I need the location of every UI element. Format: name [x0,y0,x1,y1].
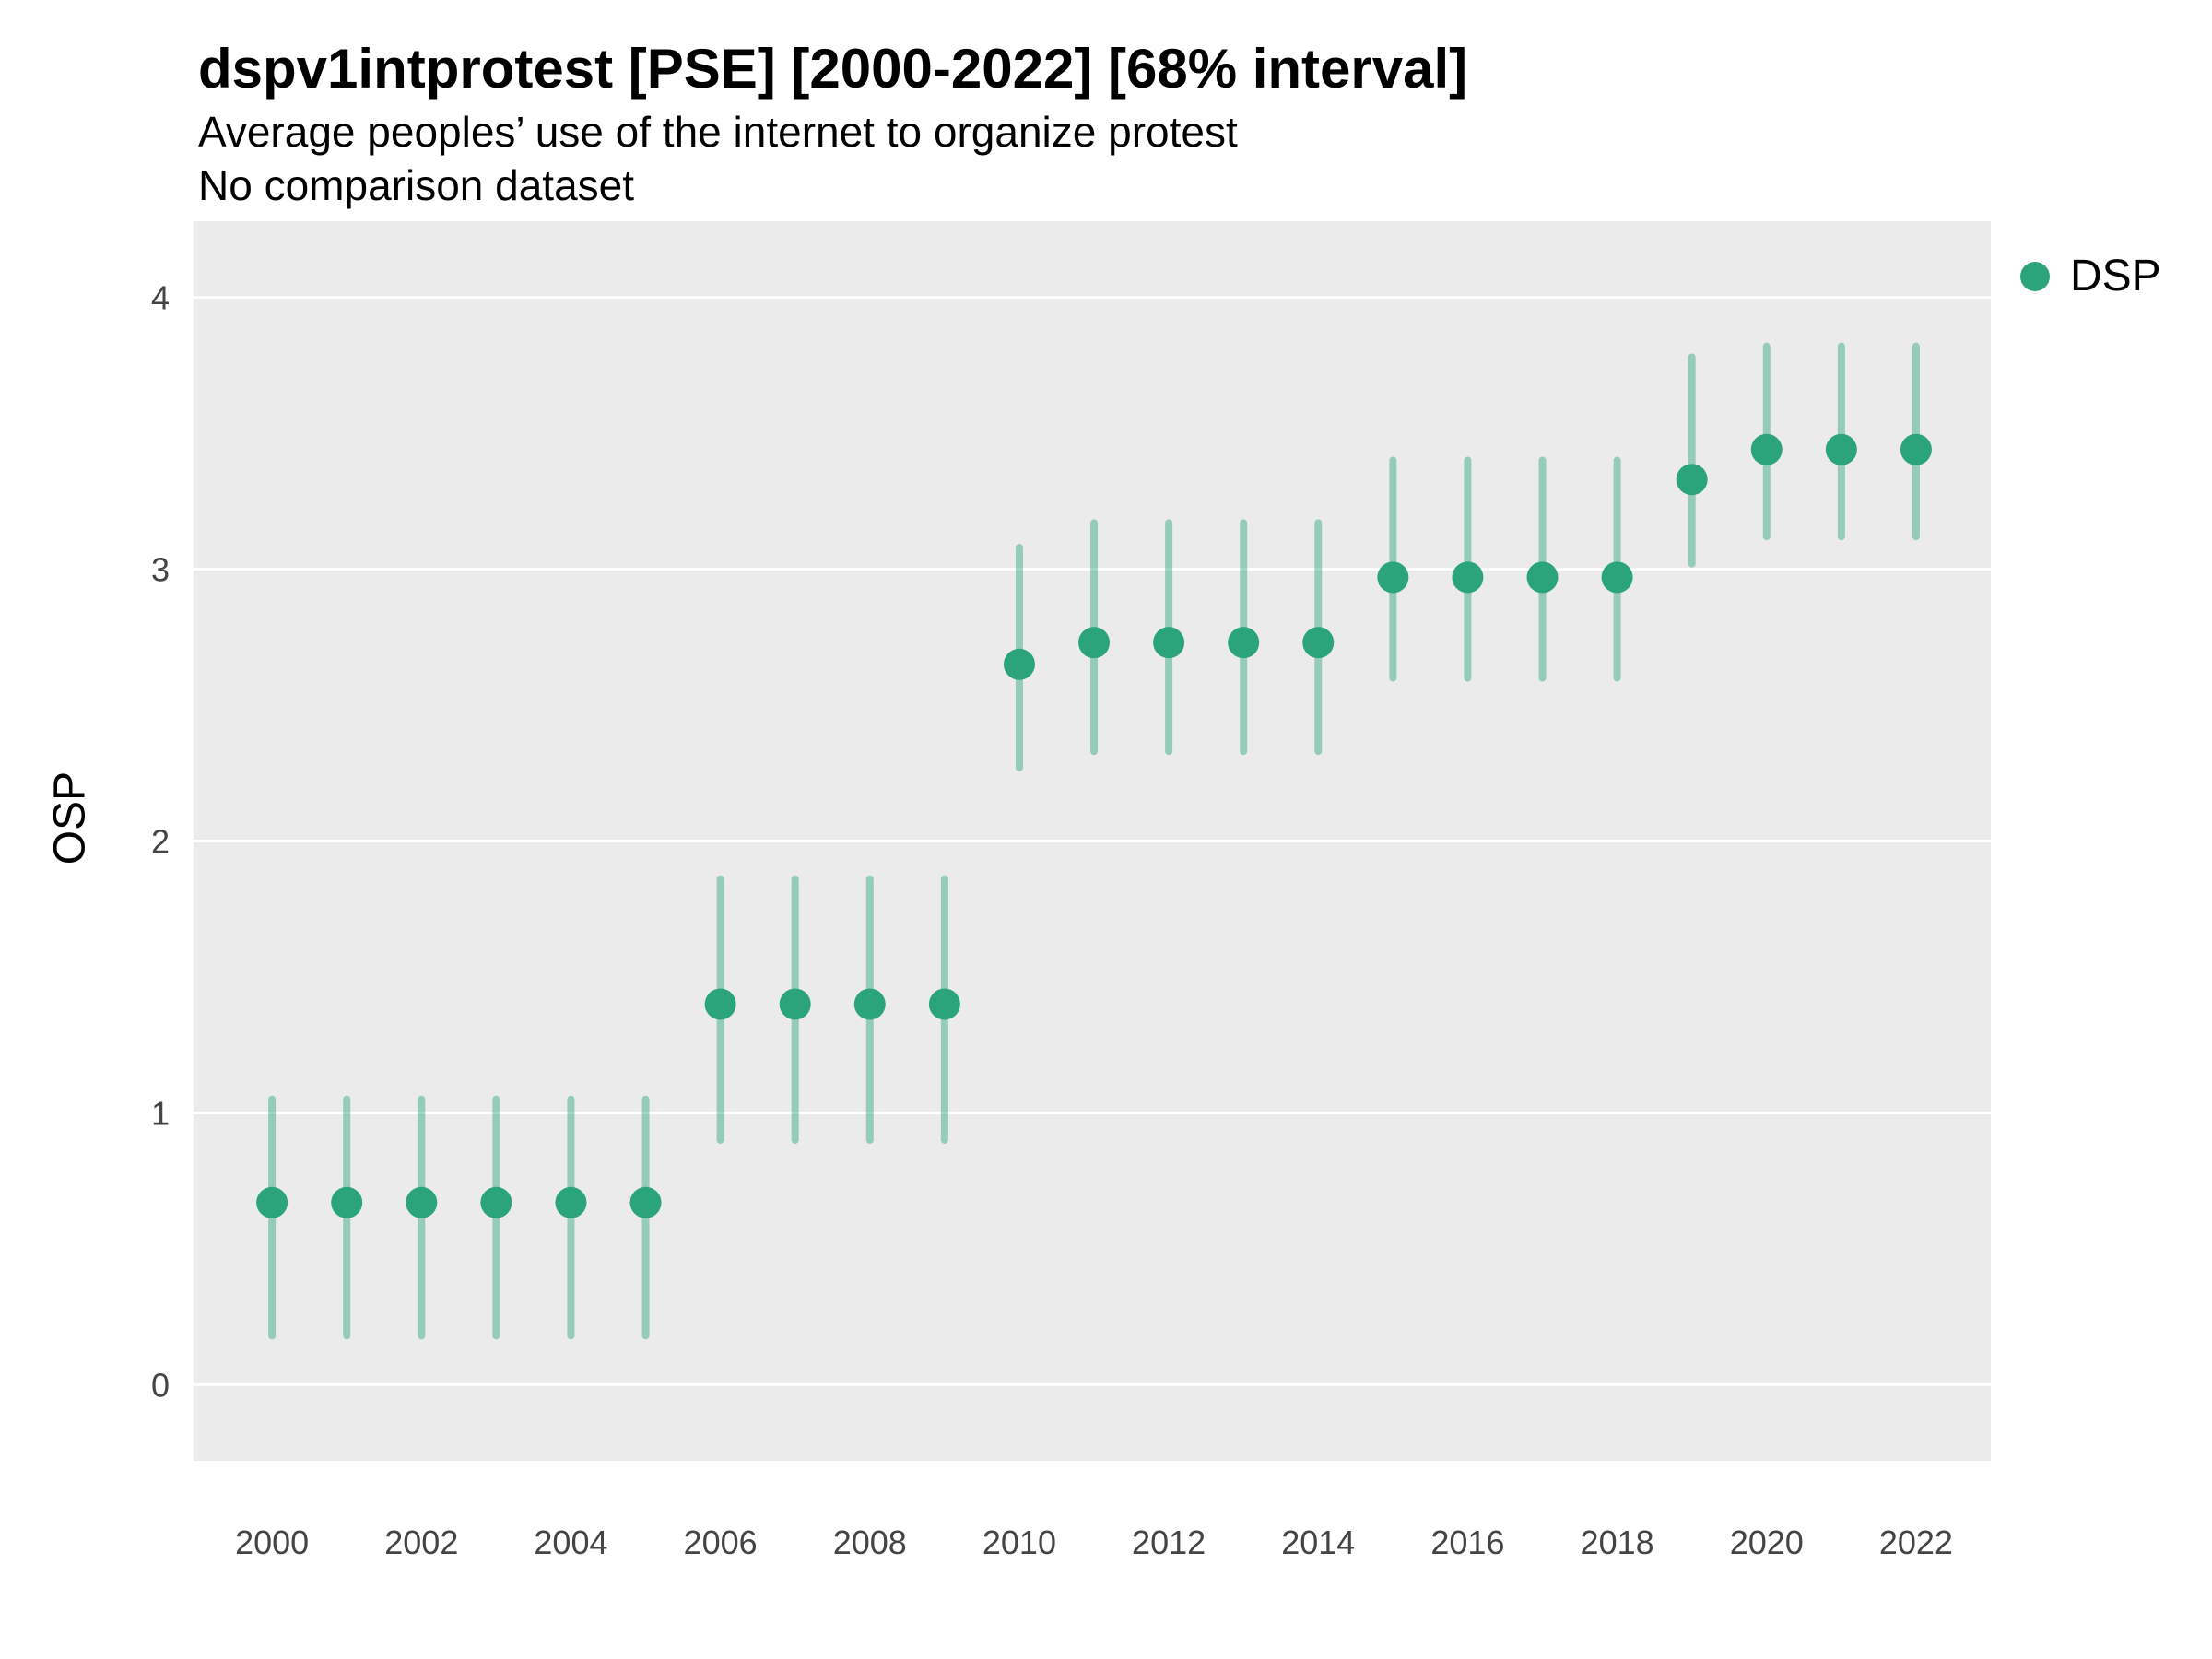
data-point [1900,433,1932,465]
x-tick-label: 2006 [684,1524,758,1561]
data-point [1228,627,1260,659]
x-tick-label: 2012 [1132,1524,1206,1561]
data-point [1676,464,1708,496]
chart-subtitle: Average peoples’ use of the internet to … [198,108,1238,156]
data-point [1377,561,1409,594]
data-point [1601,561,1633,594]
x-tick-label: 2020 [1730,1524,1804,1561]
data-point [331,1186,363,1218]
x-tick-label: 2010 [982,1524,1056,1561]
chart-subtitle-2: No comparison dataset [198,161,635,209]
data-point [779,988,811,1020]
x-tick-label: 2014 [1281,1524,1355,1561]
data-point [1825,433,1857,465]
data-point [853,988,886,1020]
data-point [480,1186,512,1218]
data-point [1452,561,1484,594]
x-tick-label: 2000 [235,1524,309,1561]
data-point [704,988,736,1020]
y-tick-label: 0 [151,1366,170,1404]
data-point [1302,627,1335,659]
data-point [1003,648,1035,680]
x-tick-label: 2002 [384,1524,458,1561]
x-tick-label: 2008 [833,1524,907,1561]
chart-title: dspv1intprotest [PSE] [2000-2022] [68% i… [198,38,1468,100]
data-point [629,1186,662,1218]
x-tick-label: 2016 [1430,1524,1504,1561]
data-point [1078,627,1111,659]
data-point [406,1186,438,1218]
y-tick-label: 1 [151,1094,170,1132]
y-tick-label: 2 [151,823,170,861]
legend: DSP [2020,251,2161,301]
data-point [928,988,960,1020]
data-point [256,1186,288,1218]
legend-dot-dsp [2020,261,2050,291]
y-tick-label: 3 [151,551,170,589]
x-tick-label: 2022 [1879,1524,1953,1561]
legend-label-dsp: DSP [2070,252,2161,300]
data-point [1526,561,1559,594]
data-point [1153,627,1185,659]
data-point [1750,433,1783,465]
x-tick-label: 2004 [534,1524,607,1561]
data-point [555,1186,587,1218]
x-tick-label: 2018 [1581,1524,1654,1561]
y-tick-label: 4 [151,279,170,317]
